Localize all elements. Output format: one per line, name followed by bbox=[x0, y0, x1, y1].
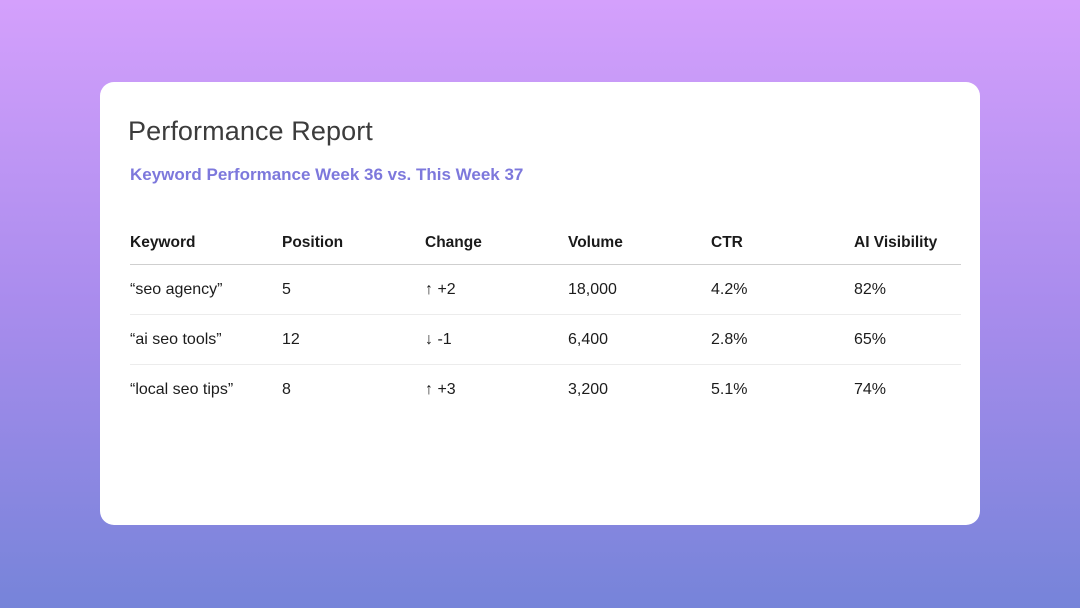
column-header-change: Change bbox=[425, 222, 568, 265]
cell-change: ↓ -1 bbox=[425, 314, 568, 365]
cell-ctr: 5.1% bbox=[711, 380, 748, 398]
cell-change: ↑ +3 bbox=[425, 380, 456, 398]
cell-ai-visibility: 74% bbox=[854, 380, 887, 398]
column-header-ai-visibility: AI Visibility bbox=[854, 222, 961, 265]
table-row: “seo agency” 5 ↑ +2 18,000 4.2% 82% bbox=[130, 264, 961, 315]
column-header-position: Position bbox=[282, 222, 425, 265]
column-header-ctr: CTR bbox=[711, 222, 854, 265]
cell-volume: 3,200 bbox=[568, 380, 609, 398]
cell-keyword: “ai seo tools” bbox=[130, 314, 282, 365]
cell-position: 12 bbox=[282, 314, 425, 365]
column-header-volume: Volume bbox=[568, 222, 711, 265]
keyword-table: Keyword Position Change Volume CTR AI Vi… bbox=[130, 222, 961, 414]
table-row: “local seo tips” 8 ↑ +3 3,200 5.1% 74% bbox=[130, 365, 961, 415]
cell-position: 8 bbox=[282, 380, 291, 398]
column-header-keyword: Keyword bbox=[130, 222, 282, 265]
report-subtitle: Keyword Performance Week 36 vs. This Wee… bbox=[130, 165, 524, 184]
cell-ai-visibility: 82% bbox=[854, 264, 961, 315]
cell-volume: 18,000 bbox=[568, 264, 711, 315]
cell-position: 5 bbox=[282, 264, 425, 315]
table-row: “ai seo tools” 12 ↓ -1 6,400 2.8% 65% bbox=[130, 314, 961, 365]
cell-ai-visibility: 65% bbox=[854, 314, 961, 365]
page-title: Performance Report bbox=[128, 116, 373, 146]
cell-volume: 6,400 bbox=[568, 314, 711, 365]
cell-keyword: “seo agency” bbox=[130, 264, 282, 315]
cell-change: ↑ +2 bbox=[425, 264, 568, 315]
cell-ctr: 4.2% bbox=[711, 264, 854, 315]
cell-keyword: “local seo tips” bbox=[130, 380, 234, 398]
table-header-row: Keyword Position Change Volume CTR AI Vi… bbox=[130, 222, 961, 265]
report-card: Performance Report Keyword Performance W… bbox=[100, 82, 980, 525]
cell-ctr: 2.8% bbox=[711, 314, 854, 365]
